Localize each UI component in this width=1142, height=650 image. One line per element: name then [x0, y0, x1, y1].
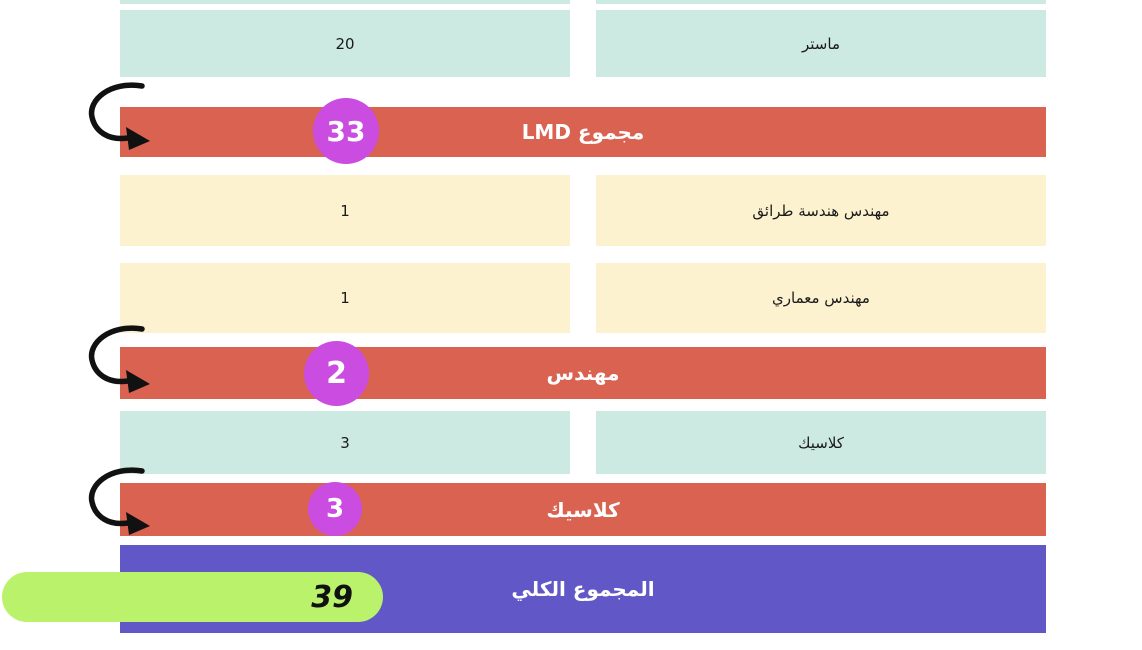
- process-engineer-count: 1: [340, 201, 350, 220]
- count-badge-value: 33: [326, 114, 366, 148]
- table-row-architect-engineer: 1 مهندس معماري: [0, 263, 1142, 333]
- master-label: ماستر: [802, 34, 840, 53]
- count-badge-lmd: 33: [313, 98, 379, 164]
- table-row-cutoff: [0, 0, 1142, 4]
- classic-count: 3: [340, 433, 350, 452]
- curved-arrow-icon: [88, 467, 150, 535]
- table-row-process-engineer: 1 مهندس هندسة طرائق: [0, 175, 1142, 246]
- engineer-total-label: مهندس: [546, 361, 620, 385]
- value-cell: [120, 0, 570, 4]
- lmd-total-label: مجموع LMD: [521, 120, 645, 144]
- count-badge-engineer: 2: [304, 341, 369, 406]
- table-row-master: 20 ماستر: [0, 10, 1142, 77]
- table-row-engineer-total: مهندس: [120, 347, 1046, 399]
- architect-engineer-count: 1: [340, 289, 350, 307]
- classic-total-label: كلاسيك: [546, 497, 620, 522]
- label-cell: كلاسيك: [596, 411, 1046, 474]
- count-badge-classic: 3: [308, 482, 362, 536]
- curved-arrow-icon: [88, 82, 150, 150]
- grand-total-label: المجموع الكلي: [511, 577, 655, 601]
- architect-engineer-label: مهندس معماري: [772, 289, 870, 307]
- label-cell: [596, 0, 1046, 4]
- label-cell: مهندس هندسة طرائق: [596, 175, 1046, 246]
- table-row-lmd-total: مجموع LMD: [120, 107, 1046, 157]
- classic-label: كلاسيك: [798, 433, 844, 452]
- grand-total-badge: 39: [2, 572, 383, 622]
- value-cell: 3: [120, 411, 570, 474]
- value-cell: 20: [120, 10, 570, 77]
- curved-arrow-icon: [88, 325, 150, 393]
- process-engineer-label: مهندس هندسة طرائق: [752, 201, 890, 220]
- count-badge-value: 2: [326, 356, 347, 391]
- master-count: 20: [335, 34, 355, 53]
- value-cell: 1: [120, 263, 570, 333]
- table-row-classic-total: كلاسيك: [120, 483, 1046, 536]
- value-cell: 1: [120, 175, 570, 246]
- table-row-classic: 3 كلاسيك: [0, 411, 1142, 474]
- grand-total-value: 39: [311, 579, 353, 615]
- label-cell: مهندس معماري: [596, 263, 1046, 333]
- label-cell: ماستر: [596, 10, 1046, 77]
- count-badge-value: 3: [325, 494, 345, 524]
